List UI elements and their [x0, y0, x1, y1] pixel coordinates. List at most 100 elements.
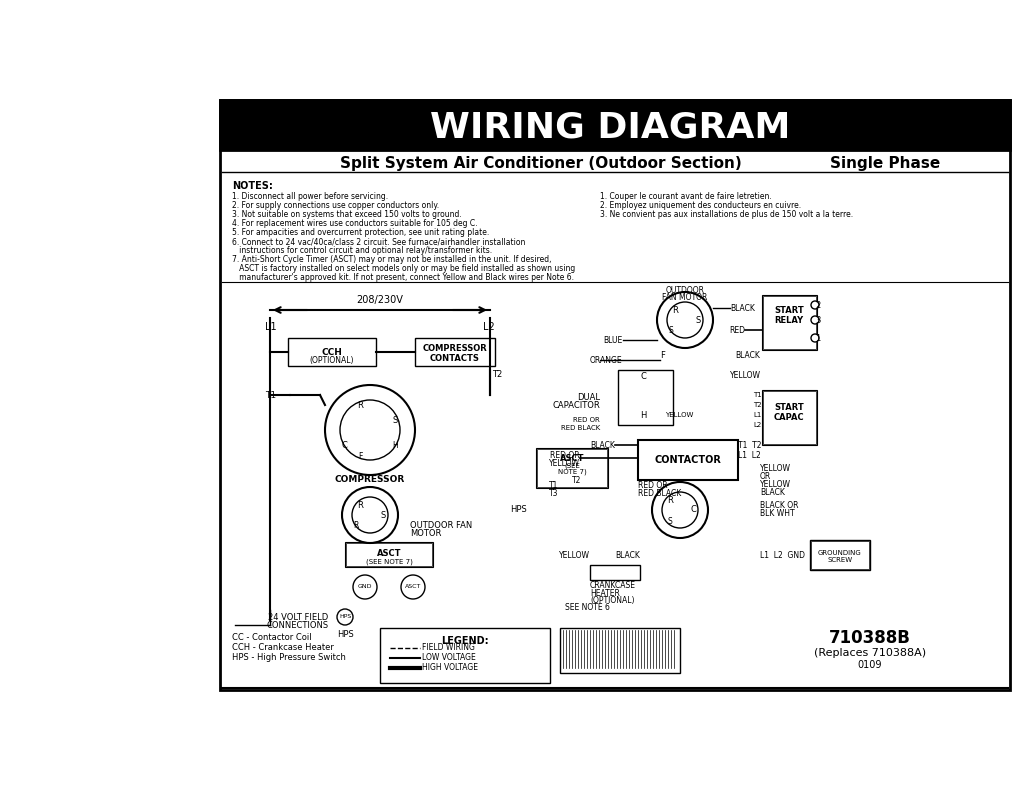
Circle shape [340, 400, 400, 460]
Text: L1: L1 [265, 322, 276, 332]
Text: L1  L2  GND: L1 L2 GND [760, 551, 805, 559]
Text: NOTES:: NOTES: [232, 181, 272, 191]
Text: BLACK OR: BLACK OR [760, 501, 799, 509]
Text: HPS: HPS [510, 505, 527, 514]
Text: 2. Employez uniquement des conducteurs en cuivre.: 2. Employez uniquement des conducteurs e… [600, 201, 801, 210]
Circle shape [401, 575, 425, 599]
Text: (SEE: (SEE [564, 463, 580, 469]
Text: T3: T3 [549, 489, 558, 498]
Text: 208/230V: 208/230V [356, 295, 403, 305]
Text: manufacturer's approved kit. If not present, connect Yellow and Black wires per : manufacturer's approved kit. If not pres… [232, 273, 574, 282]
Circle shape [352, 497, 388, 533]
Text: T1: T1 [549, 480, 558, 490]
Text: RED OR: RED OR [638, 480, 668, 490]
Text: LEGEND:: LEGEND: [441, 636, 488, 646]
Text: HPS: HPS [337, 630, 353, 639]
Circle shape [325, 385, 415, 475]
Text: 7. Anti-Short Cycle Timer (ASCT) may or may not be installed in the unit. If des: 7. Anti-Short Cycle Timer (ASCT) may or … [232, 255, 552, 264]
Text: H: H [640, 411, 646, 419]
Circle shape [652, 482, 708, 538]
Text: HIGH VOLTAGE: HIGH VOLTAGE [422, 664, 478, 672]
Text: T1  T2: T1 T2 [738, 441, 762, 449]
Text: T1: T1 [754, 392, 762, 398]
Bar [762, 295, 817, 350]
Text: RED BLACK: RED BLACK [561, 425, 600, 431]
Text: (OPTIONAL): (OPTIONAL) [309, 355, 354, 365]
Text: CONTACTOR: CONTACTOR [654, 455, 722, 465]
Text: GROUNDING: GROUNDING [818, 550, 862, 556]
Text: CCH - Crankcase Heater: CCH - Crankcase Heater [232, 644, 334, 653]
Text: 3: 3 [815, 316, 820, 324]
Text: DUAL: DUAL [577, 392, 600, 402]
Text: CONTACTS: CONTACTS [430, 354, 480, 362]
Bar [536, 448, 608, 488]
Text: RED BLACK: RED BLACK [638, 489, 681, 498]
Text: ASCT: ASCT [560, 453, 585, 463]
Bar [288, 338, 376, 366]
Bar [220, 100, 1010, 690]
Text: BLACK: BLACK [615, 551, 640, 559]
Text: S: S [669, 326, 674, 335]
Text: CC - Contactor Coil: CC - Contactor Coil [232, 634, 311, 642]
Text: L1  L2: L1 L2 [738, 451, 761, 460]
Text: ASCT is factory installed on select models only or may be field installed as sho: ASCT is factory installed on select mode… [232, 264, 575, 273]
Text: R: R [672, 305, 678, 315]
Text: CCH: CCH [322, 347, 342, 357]
Text: HPS: HPS [339, 615, 351, 619]
Text: 6. Connect to 24 vac/40ca/class 2 circuit. See furnace/airhandler installation: 6. Connect to 24 vac/40ca/class 2 circui… [232, 237, 525, 246]
Text: S: S [668, 517, 673, 527]
Text: RED OR: RED OR [550, 451, 580, 460]
Text: COMPRESSOR: COMPRESSOR [335, 475, 406, 484]
Text: 1: 1 [815, 334, 820, 343]
Text: ASCT: ASCT [377, 550, 401, 558]
Text: BLACK: BLACK [760, 487, 784, 497]
Text: BLACK: BLACK [735, 350, 760, 359]
Text: R: R [353, 520, 358, 529]
Circle shape [811, 334, 819, 342]
Bar [618, 370, 673, 425]
Text: BLK WHT: BLK WHT [760, 509, 795, 517]
Text: NOTE 7): NOTE 7) [558, 469, 587, 475]
Text: CAPACITOR: CAPACITOR [552, 400, 600, 410]
Circle shape [353, 575, 377, 599]
Bar [346, 543, 432, 566]
Text: S: S [695, 316, 700, 324]
Bar [763, 296, 816, 349]
Text: ORANGE: ORANGE [590, 355, 623, 365]
Bar [345, 542, 433, 567]
Bar [537, 449, 607, 487]
Circle shape [337, 609, 353, 625]
Text: 2. For supply connections use copper conductors only.: 2. For supply connections use copper con… [232, 201, 439, 210]
Text: BLACK: BLACK [590, 441, 615, 449]
Text: C: C [341, 441, 347, 449]
Text: Single Phase: Single Phase [829, 156, 940, 171]
Text: RED OR: RED OR [573, 417, 600, 423]
Text: H: H [392, 441, 398, 449]
Text: 1. Disconnect all power before servicing.: 1. Disconnect all power before servicing… [232, 192, 388, 201]
Text: 710388B: 710388B [829, 629, 911, 647]
Text: L2: L2 [754, 422, 762, 428]
Text: HPS - High Pressure Switch: HPS - High Pressure Switch [232, 653, 346, 663]
Circle shape [811, 301, 819, 309]
Text: S: S [392, 415, 397, 425]
Text: ASCT: ASCT [404, 585, 421, 589]
Bar [590, 565, 640, 580]
Bar [380, 628, 550, 683]
Bar [763, 391, 816, 444]
Bar [415, 338, 495, 366]
Text: 3. Not suitable on systems that exceed 150 volts to ground.: 3. Not suitable on systems that exceed 1… [232, 210, 462, 219]
Bar [220, 100, 1010, 150]
Text: R: R [667, 495, 673, 505]
Text: OR: OR [760, 471, 771, 480]
Text: YELLOW: YELLOW [760, 479, 791, 489]
Text: COMPRESSOR: COMPRESSOR [423, 343, 487, 353]
Text: BLACK: BLACK [730, 304, 755, 312]
Text: YELLOW: YELLOW [665, 412, 693, 418]
Text: L1: L1 [754, 412, 762, 418]
Text: RELAY: RELAY [774, 316, 804, 324]
Circle shape [667, 302, 703, 338]
Text: 3. Ne convient pas aux installations de plus de 150 volt a la terre.: 3. Ne convient pas aux installations de … [600, 210, 853, 219]
Text: START: START [774, 305, 804, 315]
Bar [638, 440, 738, 480]
Text: SCREW: SCREW [827, 557, 853, 563]
